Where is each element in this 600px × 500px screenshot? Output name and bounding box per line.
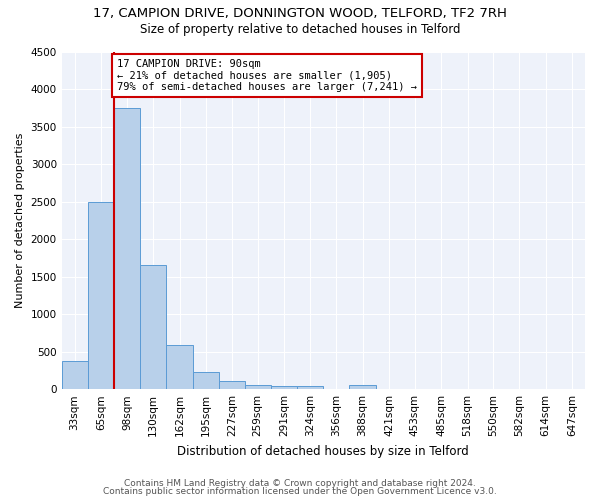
Bar xyxy=(349,386,376,389)
Bar xyxy=(193,372,219,389)
Bar xyxy=(271,386,298,389)
Bar xyxy=(166,345,193,389)
Bar xyxy=(140,266,166,389)
Text: Contains HM Land Registry data © Crown copyright and database right 2024.: Contains HM Land Registry data © Crown c… xyxy=(124,478,476,488)
Bar xyxy=(62,360,88,389)
X-axis label: Distribution of detached houses by size in Telford: Distribution of detached houses by size … xyxy=(178,444,469,458)
Text: Contains public sector information licensed under the Open Government Licence v3: Contains public sector information licen… xyxy=(103,487,497,496)
Text: 17 CAMPION DRIVE: 90sqm
← 21% of detached houses are smaller (1,905)
79% of semi: 17 CAMPION DRIVE: 90sqm ← 21% of detache… xyxy=(117,59,417,92)
Bar xyxy=(298,386,323,389)
Y-axis label: Number of detached properties: Number of detached properties xyxy=(15,132,25,308)
Bar xyxy=(115,108,140,389)
Text: Size of property relative to detached houses in Telford: Size of property relative to detached ho… xyxy=(140,22,460,36)
Text: 17, CAMPION DRIVE, DONNINGTON WOOD, TELFORD, TF2 7RH: 17, CAMPION DRIVE, DONNINGTON WOOD, TELF… xyxy=(93,8,507,20)
Bar xyxy=(245,384,271,389)
Bar xyxy=(88,202,115,389)
Bar xyxy=(219,381,245,389)
